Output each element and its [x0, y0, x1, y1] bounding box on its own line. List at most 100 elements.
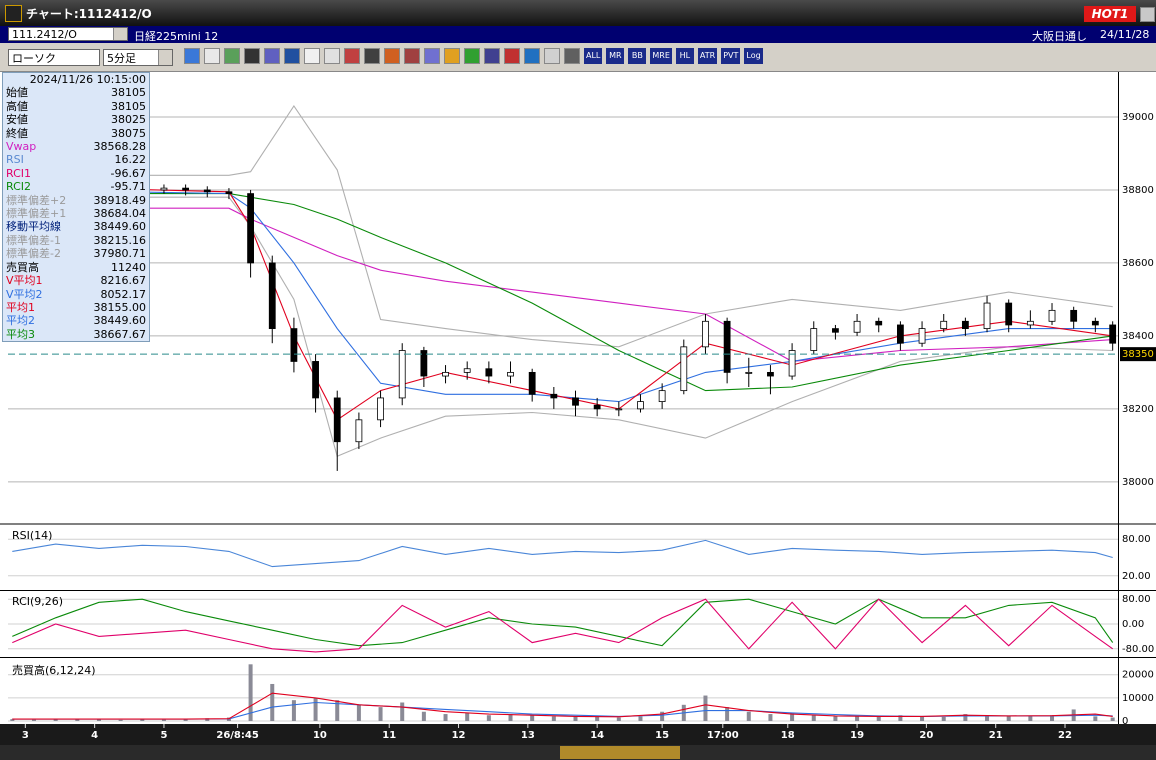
- candle-body: [1091, 320, 1099, 326]
- scrollbar-thumb[interactable]: [560, 746, 680, 759]
- y-tick-label: 80.00: [1122, 594, 1151, 605]
- toolbar-button[interactable]: HL: [675, 48, 694, 64]
- panel-value: -96.67: [110, 166, 146, 180]
- toolbar-icon[interactable]: [204, 48, 220, 64]
- volume-bar: [508, 714, 513, 721]
- panel-row: 標準偏差+2 38918.49: [6, 194, 146, 207]
- panel-row: 標準偏差+1 38684.04: [6, 207, 146, 220]
- volume-bar: [378, 707, 383, 721]
- panel-value: 38918.49: [93, 193, 147, 207]
- volume-bar: [768, 714, 773, 721]
- volume-bar: [486, 715, 491, 721]
- panel-row: 始値 38105: [6, 86, 146, 99]
- candle-body: [507, 371, 514, 377]
- toolbar-icon[interactable]: [364, 48, 380, 64]
- instrument-name: 日経225mini 12: [134, 30, 219, 43]
- candle-body: [528, 371, 536, 395]
- volume-bar: [551, 716, 556, 721]
- y-tick-label: 38600: [1122, 258, 1154, 269]
- volume-bar: [270, 683, 275, 721]
- interval-select[interactable]: 5分足: [103, 49, 173, 66]
- y-tick-label: 0.00: [1122, 619, 1144, 630]
- toolbar-icon[interactable]: [244, 48, 260, 64]
- panel-row: 終値 38075: [6, 127, 146, 140]
- dropdown-arrow: [158, 50, 172, 65]
- toolbar-icon[interactable]: [444, 48, 460, 64]
- toolbar-icon[interactable]: [544, 48, 560, 64]
- toolbar-icon[interactable]: [304, 48, 320, 64]
- panel-row: 平均3 38667.67: [6, 328, 146, 341]
- toolbar-icon[interactable]: [524, 48, 540, 64]
- volume-bar: [1110, 717, 1115, 721]
- toolbar-icon[interactable]: [264, 48, 280, 64]
- indicator-line: [12, 598, 1114, 653]
- candle-body: [1070, 309, 1078, 322]
- y-tick-label: 0: [1122, 716, 1128, 727]
- panel-label: 売買高: [6, 260, 39, 274]
- indicator-line: [12, 196, 1113, 458]
- toolbar: ローソク 5分足 ALL MR BB MRE HL ATR PVT Log: [0, 43, 1156, 72]
- panel-label: 終値: [6, 126, 28, 140]
- toolbar-icon[interactable]: [484, 48, 500, 64]
- panel-datetime: 2024/11/26 10:15:00: [29, 73, 146, 86]
- candle-body: [615, 408, 623, 411]
- symbol-select[interactable]: 111.2412/O: [8, 27, 128, 41]
- toolbar-button[interactable]: MR: [606, 48, 625, 64]
- candle-body: [268, 262, 276, 330]
- toolbar-icon[interactable]: [384, 48, 400, 64]
- volume-bar: [595, 716, 600, 721]
- hot-button[interactable]: HOT1: [1084, 6, 1136, 22]
- candle-body: [485, 368, 493, 377]
- panel-title: RCI(9,26): [12, 595, 63, 608]
- volume-bar: [530, 715, 535, 721]
- toolbar-button[interactable]: ALL: [584, 48, 603, 64]
- y-tick-label: -80.00: [1122, 644, 1154, 655]
- toolbar-icon[interactable]: [224, 48, 240, 64]
- y-tick-label: 80.00: [1122, 534, 1151, 545]
- toolbar-icon[interactable]: [504, 48, 520, 64]
- volume-bar: [248, 664, 253, 721]
- toolbar-button[interactable]: BB: [628, 48, 647, 64]
- panel-label: RCI2: [6, 180, 32, 194]
- toolbar-icon[interactable]: [464, 48, 480, 64]
- candle-body: [333, 397, 341, 443]
- toolbar-button[interactable]: Log: [744, 48, 763, 64]
- volume-bar: [10, 719, 15, 721]
- candle-body: [767, 371, 774, 377]
- panel-row: RSI 16.22: [6, 153, 146, 166]
- panel-value: 38568.28: [93, 140, 147, 154]
- candle-body: [810, 328, 818, 351]
- y-tick-label: 20000: [1122, 670, 1154, 681]
- candle-body: [896, 324, 904, 344]
- toolbar-icon[interactable]: [324, 48, 340, 64]
- close-button[interactable]: [1140, 7, 1155, 22]
- panel-row: 平均2 38449.60: [6, 314, 146, 327]
- panel-row: 移動平均線 38449.60: [6, 220, 146, 233]
- panel-label: 標準偏差+2: [6, 193, 67, 207]
- toolbar-button[interactable]: ATR: [697, 48, 718, 64]
- symbol: 111.2412/O: [12, 28, 77, 41]
- candle-body: [961, 320, 969, 330]
- toolbar-icon[interactable]: [404, 48, 420, 64]
- toolbar-icon[interactable]: [564, 48, 580, 64]
- panel-row: 売買高 11240: [6, 261, 146, 274]
- panel-value: 38684.04: [93, 207, 147, 221]
- toolbar-button[interactable]: PVT: [721, 48, 741, 64]
- candle-body: [312, 361, 319, 399]
- candle-body: [875, 320, 883, 326]
- candle-body: [723, 320, 731, 373]
- candle-body: [658, 390, 666, 402]
- candle-body: [637, 401, 644, 410]
- panel-value: 11240: [111, 260, 146, 274]
- toolbar-icon[interactable]: [284, 48, 300, 64]
- indicator-line: [12, 207, 1113, 362]
- y-tick-label: 10000: [1122, 693, 1154, 704]
- toolbar-icon[interactable]: [344, 48, 360, 64]
- toolbar-button[interactable]: MRE: [650, 48, 672, 64]
- chart-kind-select[interactable]: ローソク: [8, 49, 100, 66]
- toolbar-icon[interactable]: [424, 48, 440, 64]
- volume-bar: [313, 697, 318, 721]
- toolbar-icon[interactable]: [184, 48, 200, 64]
- volume-bar: [660, 711, 665, 721]
- candle-body: [160, 187, 168, 191]
